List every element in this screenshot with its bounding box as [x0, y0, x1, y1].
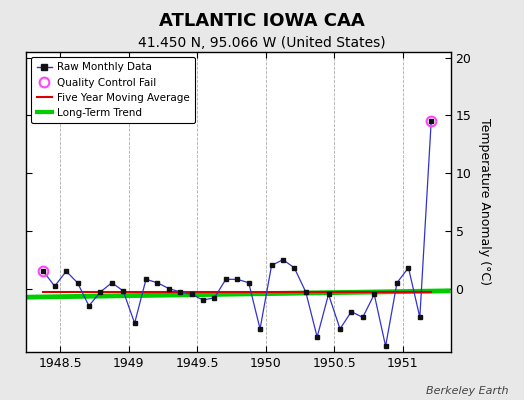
Text: 41.450 N, 95.066 W (United States): 41.450 N, 95.066 W (United States)	[138, 36, 386, 50]
Text: ATLANTIC IOWA CAA: ATLANTIC IOWA CAA	[159, 12, 365, 30]
Legend: Raw Monthly Data, Quality Control Fail, Five Year Moving Average, Long-Term Tren: Raw Monthly Data, Quality Control Fail, …	[31, 57, 195, 123]
Y-axis label: Temperature Anomaly (°C): Temperature Anomaly (°C)	[478, 118, 491, 286]
Text: Berkeley Earth: Berkeley Earth	[426, 386, 508, 396]
